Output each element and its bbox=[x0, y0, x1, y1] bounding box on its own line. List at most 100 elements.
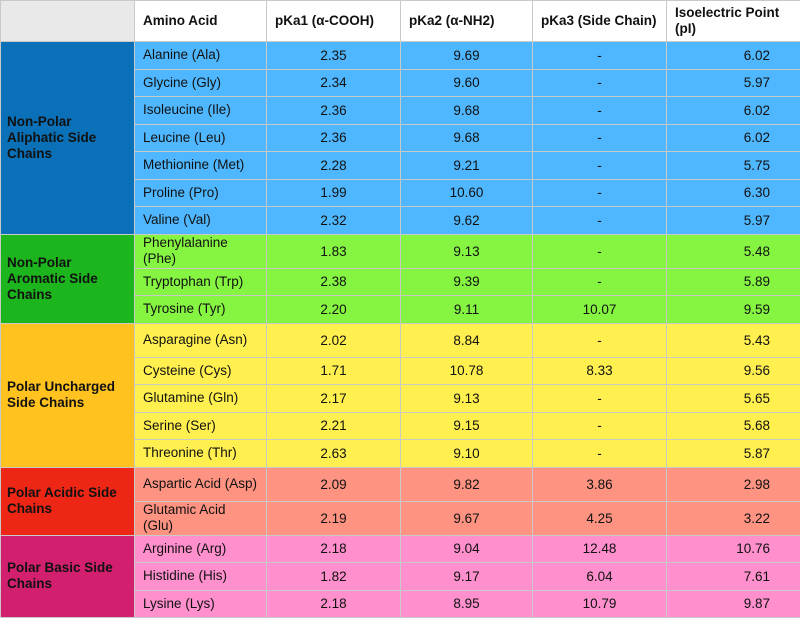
pka2-value: 9.39 bbox=[400, 267, 533, 296]
pka2-value: 9.04 bbox=[400, 534, 533, 563]
table-row: Cysteine (Cys) 1.71 10.78 8.33 9.56 bbox=[0, 356, 800, 385]
isoelectric-point-value: 5.97 bbox=[666, 68, 800, 97]
pka3-value: - bbox=[532, 41, 667, 70]
header-pka2: pKa2 (α-NH2) bbox=[400, 0, 533, 42]
pka1-value: 2.09 bbox=[266, 466, 401, 502]
table-row: Tyrosine (Tyr) 2.20 9.11 10.07 9.59 bbox=[0, 295, 800, 324]
table-row: Glutamine (Gln) 2.17 9.13-5.65 bbox=[0, 384, 800, 413]
group-label: Polar Acidic Side Chains bbox=[0, 466, 135, 536]
isoelectric-point-value: 10.76 bbox=[666, 534, 800, 563]
amino-acid-name: Lysine (Lys) bbox=[134, 589, 267, 618]
isoelectric-point-value: 6.02 bbox=[666, 41, 800, 70]
group-label: Polar Uncharged Side Chains bbox=[0, 322, 135, 468]
amino-acid-name: Proline (Pro) bbox=[134, 178, 267, 207]
pka3-value: - bbox=[532, 411, 667, 440]
pka1-value: 2.38 bbox=[266, 267, 401, 296]
pka3-value: 4.25 bbox=[532, 500, 667, 536]
header-pka1: pKa1 (α-COOH) bbox=[266, 0, 401, 42]
isoelectric-point-value: 9.87 bbox=[666, 589, 800, 618]
pka3-value: 10.79 bbox=[532, 589, 667, 618]
pka2-value: 9.69 bbox=[400, 41, 533, 70]
header-isoelectric-point: Isoelectric Point (pI) bbox=[666, 0, 800, 42]
table-row: Proline (Pro) 1.99 10.60-6.30 bbox=[0, 178, 800, 207]
pka2-value: 9.21 bbox=[400, 151, 533, 180]
pka3-value: - bbox=[532, 178, 667, 207]
table-row: Isoleucine (Ile) 2.36 9.68-6.02 bbox=[0, 96, 800, 125]
header-corner bbox=[0, 0, 135, 42]
pka2-value: 8.84 bbox=[400, 322, 533, 358]
amino-acid-name: Tryptophan (Trp) bbox=[134, 267, 267, 296]
isoelectric-point-value: 2.98 bbox=[666, 466, 800, 502]
amino-acid-name: Glutamine (Gln) bbox=[134, 384, 267, 413]
pka3-value: - bbox=[532, 151, 667, 180]
amino-acid-name: Glutamic Acid (Glu) bbox=[134, 500, 267, 536]
amino-acid-table: Amino Acid pKa1 (α-COOH) pKa2 (α-NH2) pK… bbox=[0, 0, 800, 618]
pka3-value: - bbox=[532, 384, 667, 413]
isoelectric-point-value: 9.56 bbox=[666, 356, 800, 385]
table-row: Non-Polar Aliphatic Side Chains Alanine (… bbox=[0, 41, 800, 235]
header-amino-acid: Amino Acid bbox=[134, 0, 267, 42]
isoelectric-point-value: 6.02 bbox=[666, 96, 800, 125]
isoelectric-point-value: 5.68 bbox=[666, 411, 800, 440]
isoelectric-point-value: 5.65 bbox=[666, 384, 800, 413]
pka3-value: - bbox=[532, 439, 667, 468]
pka2-value: 9.13 bbox=[400, 384, 533, 413]
pka3-value: - bbox=[532, 96, 667, 125]
isoelectric-point-value: 6.30 bbox=[666, 178, 800, 207]
pka1-value: 2.63 bbox=[266, 439, 401, 468]
group-label: Polar Basic Side Chains bbox=[0, 534, 135, 618]
table-row: Methionine (Met) 2.28 9.21-5.75 bbox=[0, 151, 800, 180]
table-row: Polar Basic Side Chains Arginine (Arg) 2.1… bbox=[0, 534, 800, 618]
table-row: Non-Polar Aromatic Side Chains Phenylalan… bbox=[0, 233, 800, 324]
amino-acid-name: Aspartic Acid (Asp) bbox=[134, 466, 267, 502]
pka1-value: 2.36 bbox=[266, 123, 401, 152]
table-row: Valine (Val) 2.32 9.62-5.97 bbox=[0, 206, 800, 235]
isoelectric-point-value: 9.59 bbox=[666, 295, 800, 324]
pka1-value: 2.18 bbox=[266, 589, 401, 618]
pka1-value: 2.19 bbox=[266, 500, 401, 536]
group-label: Non-Polar Aromatic Side Chains bbox=[0, 233, 135, 324]
pka2-value: 9.13 bbox=[400, 233, 533, 269]
pka1-value: 2.34 bbox=[266, 68, 401, 97]
isoelectric-point-value: 7.61 bbox=[666, 562, 800, 591]
pka3-value: 8.33 bbox=[532, 356, 667, 385]
pka1-value: 2.35 bbox=[266, 41, 401, 70]
isoelectric-point-value: 3.22 bbox=[666, 500, 800, 536]
pka1-value: 2.21 bbox=[266, 411, 401, 440]
pka3-value: 3.86 bbox=[532, 466, 667, 502]
table-row: Glutamic Acid (Glu) 2.19 9.67 4.25 3.22 bbox=[0, 500, 800, 536]
amino-acid-name: Alanine (Ala) bbox=[134, 41, 267, 70]
header-pka3: pKa3 (Side Chain) bbox=[532, 0, 667, 42]
pka3-value: - bbox=[532, 123, 667, 152]
pka1-value: 2.32 bbox=[266, 206, 401, 235]
pka1-value: 2.02 bbox=[266, 322, 401, 358]
table-row: Glycine (Gly) 2.34 9.60-5.97 bbox=[0, 68, 800, 97]
table-row: Lysine (Lys) 2.18 8.95 10.79 9.87 bbox=[0, 589, 800, 618]
pka2-value: 9.82 bbox=[400, 466, 533, 502]
pka1-value: 2.17 bbox=[266, 384, 401, 413]
group-label: Non-Polar Aliphatic Side Chains bbox=[0, 41, 135, 235]
isoelectric-point-value: 6.02 bbox=[666, 123, 800, 152]
table-row: Polar Uncharged Side Chains Asparagine (A… bbox=[0, 322, 800, 468]
pka2-value: 9.60 bbox=[400, 68, 533, 97]
pka1-value: 1.83 bbox=[266, 233, 401, 269]
pka3-value: 6.04 bbox=[532, 562, 667, 591]
amino-acid-name: Valine (Val) bbox=[134, 206, 267, 235]
amino-acid-name: Phenylalanine (Phe) bbox=[134, 233, 267, 269]
amino-acid-name: Tyrosine (Tyr) bbox=[134, 295, 267, 324]
pka1-value: 2.18 bbox=[266, 534, 401, 563]
table-row: Leucine (Leu) 2.36 9.68-6.02 bbox=[0, 123, 800, 152]
amino-acid-name: Arginine (Arg) bbox=[134, 534, 267, 563]
table-body: Non-Polar Aliphatic Side Chains Alanine (… bbox=[0, 41, 800, 618]
pka2-value: 9.62 bbox=[400, 206, 533, 235]
pka2-value: 9.11 bbox=[400, 295, 533, 324]
pka1-value: 2.20 bbox=[266, 295, 401, 324]
amino-acid-name: Methionine (Met) bbox=[134, 151, 267, 180]
pka3-value: 10.07 bbox=[532, 295, 667, 324]
amino-acid-name: Isoleucine (Ile) bbox=[134, 96, 267, 125]
header-row: Amino Acid pKa1 (α-COOH) pKa2 (α-NH2) pK… bbox=[0, 0, 800, 42]
amino-acid-name: Glycine (Gly) bbox=[134, 68, 267, 97]
amino-acid-name: Serine (Ser) bbox=[134, 411, 267, 440]
pka2-value: 9.67 bbox=[400, 500, 533, 536]
pka1-value: 1.99 bbox=[266, 178, 401, 207]
